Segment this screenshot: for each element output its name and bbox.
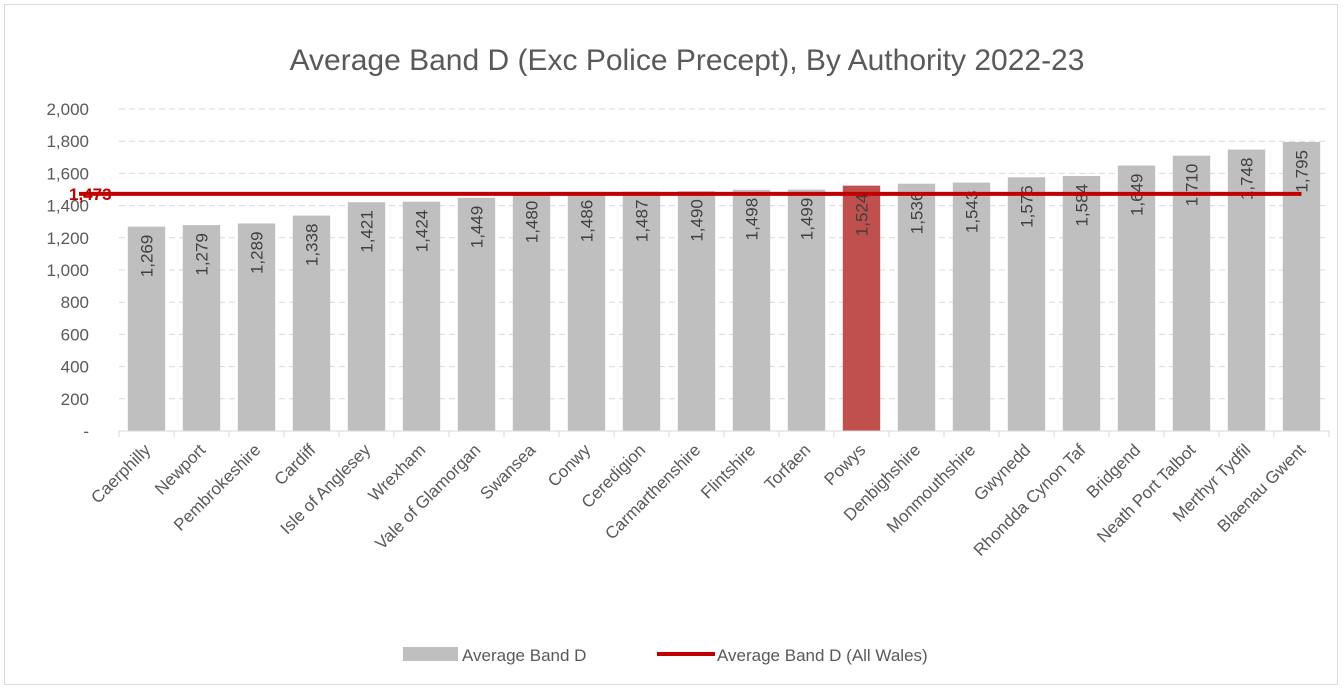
y-tick-label: 1,800 (46, 132, 89, 151)
bar-wrexham (402, 201, 441, 431)
bar-value-label: 1,487 (633, 200, 652, 243)
legend-label-bar: Average Band D (462, 646, 586, 665)
bar-bridgend (1117, 165, 1156, 432)
bar-value-label: 1,536 (908, 192, 927, 235)
bar-merthyr-tydfil (1227, 149, 1266, 431)
bar-powys (842, 185, 881, 431)
x-tick-label: Flintshire (697, 440, 759, 502)
reference-line-group: 1,473 (69, 185, 1302, 204)
legend: Average Band D Average Band D (All Wales) (403, 646, 928, 665)
y-tick-label: 200 (61, 390, 89, 409)
bar-value-label: 1,289 (248, 231, 267, 274)
bar-value-label: 1,338 (303, 224, 322, 267)
y-tick-label: 1,000 (46, 261, 89, 280)
x-tick-label: Conwy (544, 440, 595, 491)
bar-ceredigion (622, 191, 661, 431)
y-tick-label: - (83, 422, 89, 441)
bar-value-label: 1,421 (358, 210, 377, 253)
bar-value-label: 1,490 (688, 199, 707, 242)
x-tick-label: Powys (820, 440, 869, 489)
bar-value-label: 1,584 (1073, 184, 1092, 227)
bar-denbighshire (897, 183, 936, 431)
bar-flintshire (732, 189, 771, 431)
bar-value-label: 1,498 (743, 198, 762, 241)
bar-value-label: 1,480 (523, 201, 542, 244)
x-tick-label: Swansea (476, 440, 539, 503)
legend-label-line: Average Band D (All Wales) (717, 646, 928, 665)
bar-value-label: 1,576 (1018, 185, 1037, 228)
x-axis (118, 430, 1330, 437)
y-tick-label: 2,000 (46, 100, 89, 119)
bar-cardiff (292, 215, 331, 431)
y-tick-label: 800 (61, 293, 89, 312)
chart-frame: Average Band D (Exc Police Precept), By … (4, 4, 1338, 685)
bar-value-label: 1,524 (853, 194, 872, 237)
y-tick-label: 400 (61, 358, 89, 377)
bar-caerphilly (127, 226, 166, 431)
chart-title: Average Band D (Exc Police Precept), By … (290, 44, 1085, 77)
bar-blaenau-gwent (1282, 142, 1321, 431)
bar-isle-of-anglesey (347, 202, 386, 431)
bar-value-label: 1,543 (963, 191, 982, 234)
x-tick-label: Carmarthenshire (601, 440, 704, 543)
bar-value-label: 1,499 (798, 198, 817, 241)
reference-line-label: 1,473 (69, 185, 112, 204)
bar-value-label: 1,710 (1183, 164, 1202, 207)
y-tick-label: 1,400 (46, 197, 89, 216)
bars (127, 142, 1321, 432)
x-tick-label: Torfaen (761, 440, 815, 494)
x-tick-label: Cardiff (271, 440, 320, 489)
legend-swatch-bar (403, 647, 458, 661)
bar-rhondda-cynon-taf (1062, 175, 1101, 431)
bar-monmouthshire (952, 182, 991, 431)
x-tick-label: Caerphilly (87, 440, 154, 507)
bar-value-label: 1,795 (1293, 150, 1312, 193)
y-axis-ticks: - 200 400 600 800 1,000 1,200 1,400 1,600 1,800 2,… (46, 100, 89, 441)
bar-chart: Average Band D (Exc Police Precept), By … (46, 44, 1330, 665)
bar-swansea (512, 192, 551, 431)
bar-gwynedd (1007, 177, 1046, 431)
bar-value-label: 1,424 (413, 210, 432, 253)
bar-torfaen (787, 189, 826, 431)
bar-value-label: 1,279 (193, 233, 212, 276)
y-tick-label: 1,200 (46, 229, 89, 248)
x-tick-label: Neath Port Talbot (1093, 440, 1199, 546)
bar-conwy (567, 191, 606, 431)
x-tick-label: Vale of Glamorgan (372, 440, 485, 553)
bar-vale-of-glamorgan (457, 197, 496, 431)
bar-value-label: 1,748 (1238, 158, 1257, 201)
bar-carmarthenshire (677, 191, 716, 431)
bar-newport (182, 225, 221, 431)
bar-pembrokeshire (237, 223, 276, 431)
bar-value-label: 1,269 (138, 235, 157, 278)
y-tick-label: 1,600 (46, 164, 89, 183)
bar-neath-port-talbot (1172, 155, 1211, 431)
bar-value-label: 1,486 (578, 200, 597, 243)
y-tick-label: 600 (61, 325, 89, 344)
bar-value-label: 1,449 (468, 206, 487, 249)
